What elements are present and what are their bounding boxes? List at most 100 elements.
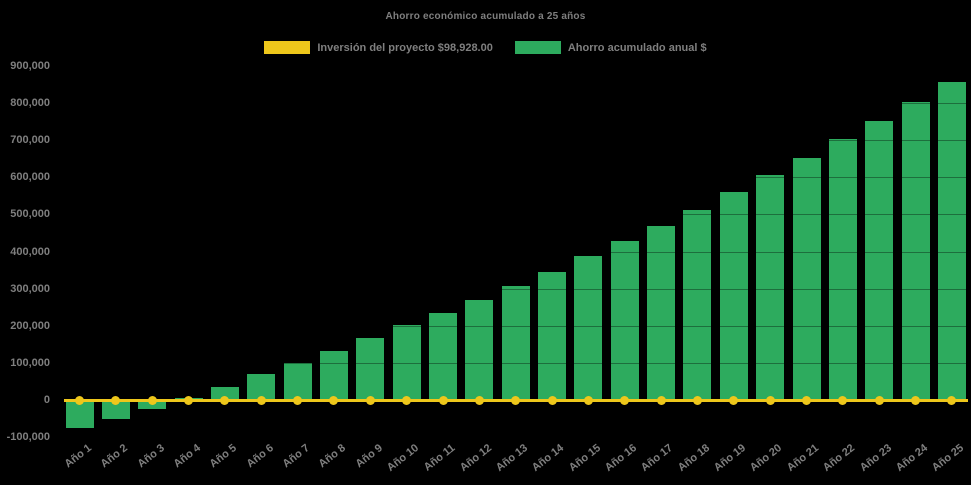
x-tick-label: Año 22 (820, 442, 858, 475)
line-marker-ano-16 (620, 396, 630, 406)
x-tick-label: Año 8 (316, 442, 349, 471)
y-axis: 900,000 800,000 700,000 600,000 500,000 400,0… (0, 60, 50, 443)
x-tick-label: Año 25 (929, 442, 967, 475)
line-marker-ano-14 (547, 396, 557, 406)
line-marker-ano-8 (329, 396, 339, 406)
x-tick-label: Año 17 (639, 442, 676, 475)
gridline (57, 140, 967, 142)
bar-ano-6 (247, 373, 276, 400)
bar-ano-24 (901, 101, 930, 400)
x-tick-label: Año 12 (457, 442, 494, 475)
y-tick-label: 700,000 (10, 134, 50, 147)
bar-ano-22 (828, 139, 857, 400)
y-tick-label: 500,000 (10, 208, 50, 221)
x-tick-label: Año 20 (748, 442, 785, 475)
gridline (57, 362, 967, 364)
x-tick-label: Año 9 (353, 442, 385, 471)
legend-item-investment: Inversión del proyecto $98,928.00 (264, 41, 493, 54)
x-tick-label: Año 24 (893, 442, 930, 475)
y-tick-label: 100,000 (10, 356, 50, 369)
x-tick-label: Año 13 (493, 442, 531, 475)
line-marker-ano-17 (656, 396, 666, 406)
bar-ano-13 (501, 285, 530, 400)
x-tick-label: Año 5 (207, 442, 240, 471)
bar-ano-11 (429, 312, 457, 400)
legend-label-investment: Inversión del proyecto $98,928.00 (317, 41, 493, 54)
bar-ano-14 (538, 271, 567, 400)
line-marker-ano-3 (147, 396, 157, 406)
gridline (57, 103, 967, 105)
bar-ano-21 (792, 158, 821, 400)
bar-ano-9 (356, 338, 385, 400)
line-marker-ano-21 (802, 396, 811, 406)
line-marker-ano-4 (184, 396, 194, 406)
line-marker-ano-9 (365, 396, 375, 406)
gridline (57, 437, 967, 438)
x-tick-label: Año 6 (244, 442, 276, 471)
gridline (57, 325, 967, 327)
legend-item-savings: Ahorro acumulado anual $ (514, 41, 707, 54)
line-marker-ano-19 (729, 396, 739, 406)
legend-label-savings: Ahorro acumulado anual $ (567, 41, 707, 54)
bar-ano-18 (683, 209, 712, 400)
line-marker-ano-18 (692, 396, 702, 406)
gridline (57, 214, 967, 216)
line-marker-ano-20 (765, 396, 775, 406)
y-tick-label: 600,000 (10, 171, 50, 184)
bar-ano-23 (865, 120, 894, 400)
bar-ano-7 (283, 362, 312, 400)
line-marker-ano-22 (838, 396, 848, 406)
x-tick-label: Año 11 (421, 442, 458, 474)
bar-ano-16 (610, 241, 639, 400)
bar-ano-20 (756, 175, 785, 400)
y-tick-label: 0 (43, 393, 50, 406)
bar-ano-8 (319, 351, 348, 400)
x-tick-label: Año 7 (280, 442, 312, 471)
x-tick-label: Año 16 (602, 442, 640, 475)
gridline (57, 66, 967, 67)
x-tick-label: Año 23 (857, 442, 894, 475)
bar-ano-17 (647, 225, 676, 400)
bar-ano-5 (210, 386, 239, 400)
x-tick-label: Año 21 (784, 442, 821, 475)
x-axis: Año 1 Año 2 Año 3 Año 4 Año 5 Año 6 Año 7 Año 8… (57, 442, 967, 485)
line-marker-ano-5 (220, 396, 230, 406)
y-tick-label: -100,000 (6, 431, 50, 443)
line-marker-ano-6 (256, 396, 266, 406)
x-tick-label: Año 14 (530, 442, 567, 475)
y-tick-label: 300,000 (10, 282, 50, 295)
savings-swatch-icon (514, 41, 561, 54)
y-tick-label: 800,000 (10, 97, 50, 110)
y-tick-label: 200,000 (10, 319, 50, 332)
line-marker-ano-1 (75, 396, 84, 406)
x-tick-label: Año 1 (62, 442, 94, 471)
x-tick-label: Año 3 (135, 442, 167, 471)
line-marker-ano-12 (474, 396, 484, 406)
line-marker-ano-2 (111, 396, 121, 406)
bar-ano-10 (392, 324, 421, 400)
x-tick-label: Año 2 (98, 442, 131, 471)
x-tick-label: Año 10 (384, 442, 422, 475)
line-marker-ano-15 (583, 396, 593, 406)
x-tick-label: Año 18 (675, 442, 712, 475)
line-marker-ano-11 (438, 396, 448, 406)
bar-ano-12 (465, 299, 494, 400)
line-marker-ano-10 (402, 396, 412, 406)
line-marker-ano-24 (911, 396, 921, 406)
line-marker-ano-13 (511, 396, 521, 406)
gridline (57, 177, 967, 179)
bar-ano-15 (574, 255, 603, 400)
y-tick-label: 900,000 (10, 60, 50, 72)
chart-title: Ahorro económico acumulado a 25 años (385, 11, 586, 22)
bar-ano-25 (937, 82, 966, 400)
legend: Inversión del proyecto $98,928.00 Ahorro… (0, 41, 971, 54)
gridline (57, 251, 967, 253)
line-marker-ano-25 (947, 396, 957, 406)
x-tick-label: Año 4 (171, 442, 203, 471)
x-tick-label: Año 19 (711, 442, 749, 475)
y-tick-label: 400,000 (10, 245, 50, 258)
plot-area (57, 66, 968, 438)
x-tick-label: Año 15 (566, 442, 603, 475)
bar-ano-19 (719, 192, 748, 400)
